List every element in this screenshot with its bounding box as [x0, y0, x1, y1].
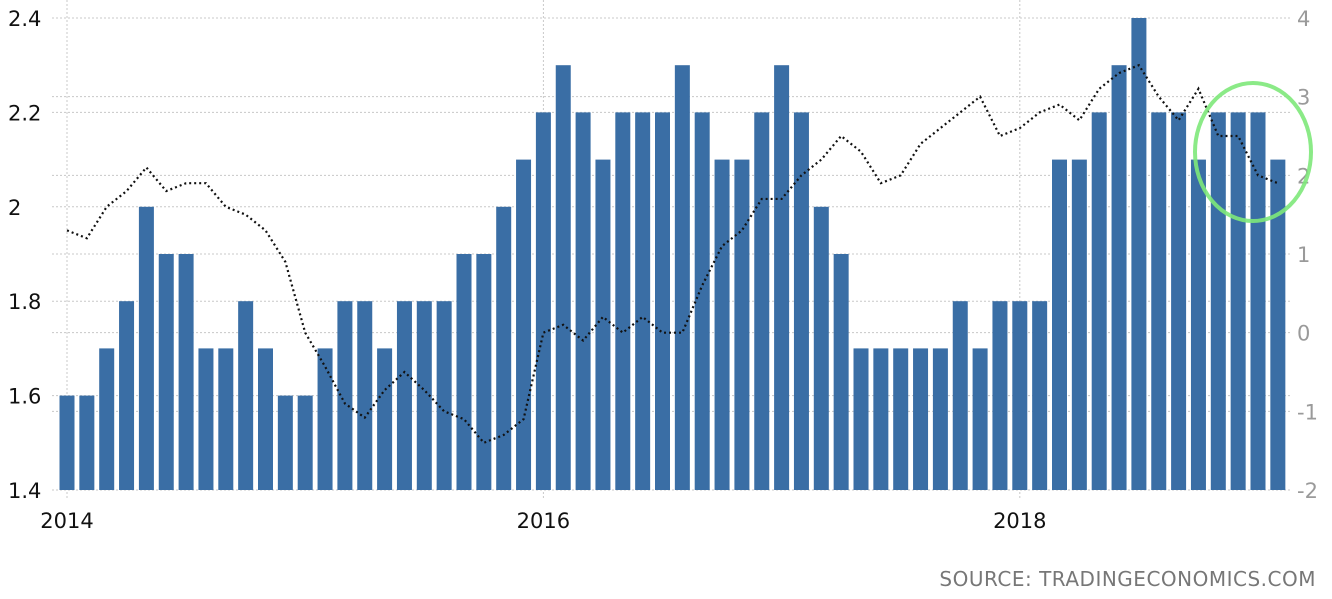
bar	[655, 112, 670, 491]
bar	[1250, 112, 1266, 491]
bar	[694, 112, 710, 491]
bar	[476, 254, 492, 490]
bar	[575, 112, 591, 491]
bar	[377, 348, 393, 490]
highlight-circle	[1193, 81, 1313, 223]
bar	[1071, 159, 1087, 490]
bar	[714, 159, 730, 490]
bar	[456, 254, 472, 490]
right-tick-label: 3	[1297, 86, 1310, 110]
bar	[793, 112, 809, 491]
bar	[555, 65, 571, 490]
x-tick-label: 2014	[40, 509, 93, 533]
bar	[674, 65, 690, 490]
bar	[198, 348, 214, 490]
bar	[595, 159, 611, 490]
bar	[535, 112, 551, 491]
bar	[813, 206, 829, 491]
left-tick-label: 2.2	[8, 101, 41, 125]
bar	[853, 348, 869, 490]
bar	[297, 395, 313, 490]
bar	[774, 65, 790, 490]
left-tick-label: 1.8	[8, 290, 41, 314]
bar	[516, 159, 532, 490]
bar	[1052, 159, 1067, 490]
left-tick-label: 1.6	[8, 385, 41, 409]
x-tick-label: 2016	[517, 509, 570, 533]
bar	[357, 301, 373, 490]
bar	[59, 395, 75, 490]
bar	[238, 301, 254, 490]
right-tick-label: 1	[1297, 243, 1310, 267]
bar	[258, 348, 273, 490]
bar	[138, 206, 154, 491]
left-tick-label: 2.4	[8, 7, 41, 31]
bar	[1111, 65, 1127, 490]
bar	[178, 254, 194, 490]
bar	[734, 159, 750, 490]
bar	[496, 206, 512, 491]
bar	[317, 348, 333, 490]
bar	[873, 348, 889, 490]
bar	[1091, 112, 1107, 491]
right-tick-label: 0	[1297, 322, 1310, 346]
line-series	[66, 63, 1279, 445]
bar	[615, 112, 631, 491]
bar	[1190, 159, 1206, 490]
bar	[1210, 112, 1226, 491]
source-label[interactable]: SOURCE: TRADINGECONOMICS.COM	[939, 567, 1316, 591]
bar	[396, 301, 412, 490]
right-tick-label: -1	[1297, 400, 1318, 424]
bar	[972, 348, 988, 490]
bar	[932, 348, 948, 490]
bar	[893, 348, 909, 490]
left-tick-label: 2	[8, 196, 21, 220]
bar	[158, 254, 174, 490]
bars	[59, 18, 1286, 491]
bar	[1032, 301, 1048, 490]
bar	[79, 395, 95, 490]
bar	[337, 301, 353, 490]
bar	[1270, 159, 1286, 490]
bar	[218, 348, 234, 490]
bar	[1012, 301, 1028, 490]
bar	[1151, 112, 1167, 491]
left-tick-label: 1.4	[8, 479, 41, 503]
bar	[913, 348, 929, 490]
x-tick-label: 2018	[993, 509, 1046, 533]
bar	[416, 301, 432, 490]
bar	[952, 301, 968, 490]
right-tick-label: 4	[1297, 7, 1310, 31]
bar	[992, 301, 1008, 490]
right-tick-label: -2	[1297, 479, 1318, 503]
bar	[1171, 112, 1187, 491]
bar	[277, 395, 293, 490]
bar	[754, 112, 770, 491]
bar	[833, 254, 849, 490]
bar	[1230, 112, 1246, 491]
bar	[436, 301, 452, 490]
bar	[1131, 18, 1147, 490]
bar	[99, 348, 115, 490]
bar	[119, 301, 135, 490]
bar	[635, 112, 651, 491]
